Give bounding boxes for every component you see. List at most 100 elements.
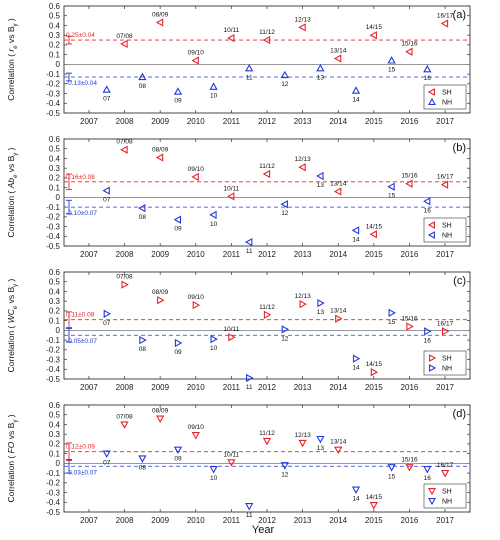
data-label: 13/14	[330, 48, 347, 55]
data-label: 07	[103, 197, 111, 204]
y-tick-label: 0.3	[49, 164, 61, 173]
legend-label-sh: SH	[442, 90, 452, 97]
data-point-sh	[405, 47, 413, 56]
y-tick-label: 0.4	[49, 287, 61, 296]
data-point-sh	[156, 415, 165, 423]
data-label: 07/08	[116, 274, 133, 281]
x-tick-label: 2016	[401, 250, 419, 259]
data-label: 08/09	[152, 146, 169, 153]
legend-marker-sh	[427, 221, 435, 229]
data-label: 15	[388, 319, 396, 326]
y-tick-label: -0.3	[46, 488, 60, 497]
legend-box	[423, 350, 467, 376]
data-point-nh	[138, 203, 146, 213]
y-tick-label: -0.5	[46, 375, 60, 384]
data-point-sh	[228, 333, 236, 342]
legend-label-nh: NH	[442, 366, 452, 373]
x-tick-label: 2008	[116, 117, 134, 126]
y-tick-label: 0.4	[49, 21, 61, 30]
data-label: 16	[424, 337, 432, 344]
data-label: 07/08	[116, 413, 133, 420]
data-point-sh	[334, 446, 343, 455]
data-point-sh	[298, 23, 306, 32]
x-tick-label: 2013	[294, 516, 312, 525]
data-label: 10/11	[223, 326, 239, 333]
legend-box	[423, 483, 467, 509]
data-point-nh	[245, 63, 254, 72]
x-tick-label: 2007	[80, 250, 98, 259]
x-tick-label: 2009	[151, 250, 169, 259]
plot-frame	[63, 5, 471, 114]
stat-label-nh: -0.13±0.04	[66, 80, 97, 87]
legend-label-nh: NH	[442, 233, 452, 240]
y-tick-label: -0.5	[46, 109, 60, 118]
y-tick-label: 0.4	[49, 420, 61, 429]
y-tick-label: 0.5	[49, 145, 61, 154]
data-label: 10/11	[223, 185, 239, 192]
data-point-nh	[317, 298, 325, 308]
x-tick-label: 2011	[223, 383, 241, 392]
legend-label-nh: NH	[442, 499, 452, 506]
y-tick-label: -0.4	[46, 498, 60, 507]
panel-label: (c)	[453, 275, 466, 287]
x-tick-label: 2017	[436, 250, 454, 259]
chart-panel-a: -0.5-0.4-0.3-0.2-0.100.10.20.30.40.50.6 2…	[6, 2, 471, 126]
data-point-sh	[262, 169, 271, 179]
data-label: 15	[388, 473, 396, 480]
data-label: 09	[174, 456, 182, 463]
data-label: 16/17	[437, 320, 454, 327]
y-tick-label: -0.3	[46, 355, 60, 364]
y-tick-label: 0.2	[49, 174, 61, 183]
y-tick-label: -0.1	[46, 336, 60, 345]
x-tick-label: 2014	[329, 383, 347, 392]
legend-marker-sh	[428, 488, 436, 496]
data-label: 13/14	[330, 181, 347, 188]
data-point-sh	[227, 459, 236, 467]
data-point-sh	[406, 322, 414, 331]
x-tick-label: 2017	[436, 516, 454, 525]
data-point-sh	[157, 296, 165, 305]
y-tick-label: 0.1	[49, 316, 61, 325]
x-tick-label: 2010	[187, 383, 205, 392]
data-label: 14	[352, 365, 360, 372]
data-point-nh	[209, 82, 218, 90]
data-label: 10	[210, 93, 218, 100]
y-axis-title: Correlation ( WCe vs By )	[6, 278, 19, 372]
data-label: 10	[210, 345, 218, 352]
y-axis-title: Correlation ( Abe vs By )	[6, 147, 19, 237]
data-point-sh	[298, 163, 306, 172]
data-point-nh	[281, 325, 290, 334]
data-point-nh	[102, 85, 111, 93]
data-point-sh	[120, 421, 129, 429]
data-point-sh	[262, 437, 272, 446]
x-tick-label: 2009	[151, 516, 169, 525]
data-label: 12	[281, 210, 289, 217]
x-tick-label: 2013	[294, 250, 312, 259]
y-tick-label: 0	[56, 60, 61, 69]
x-tick-label: 2014	[329, 117, 347, 126]
data-point-nh	[280, 200, 288, 209]
y-tick-label: -0.3	[46, 222, 60, 231]
x-tick-label: 2007	[80, 516, 98, 525]
data-label: 16	[424, 475, 432, 482]
x-tick-label: 2012	[258, 516, 276, 525]
x-tick-label: 2017	[436, 383, 454, 392]
y-tick-label: 0.5	[49, 411, 61, 420]
x-tick-label: 2015	[365, 383, 383, 392]
data-point-nh	[102, 186, 110, 195]
data-label: 13/14	[330, 308, 347, 315]
x-tick-label: 2017	[436, 117, 454, 126]
data-label: 14/15	[366, 223, 383, 230]
data-label: 11/12	[259, 163, 275, 170]
x-tick-label: 2011	[223, 516, 241, 525]
x-tick-label: 2015	[365, 516, 383, 525]
y-tick-label: 0.5	[49, 278, 61, 287]
data-point-sh	[120, 39, 128, 49]
y-tick-label: 0.6	[49, 2, 61, 11]
data-point-nh	[280, 462, 289, 470]
data-point-nh	[422, 197, 431, 206]
data-label: 15/16	[401, 173, 418, 180]
stat-label-nh: -0.03±0.07	[66, 469, 97, 476]
data-point-sh	[191, 432, 200, 440]
